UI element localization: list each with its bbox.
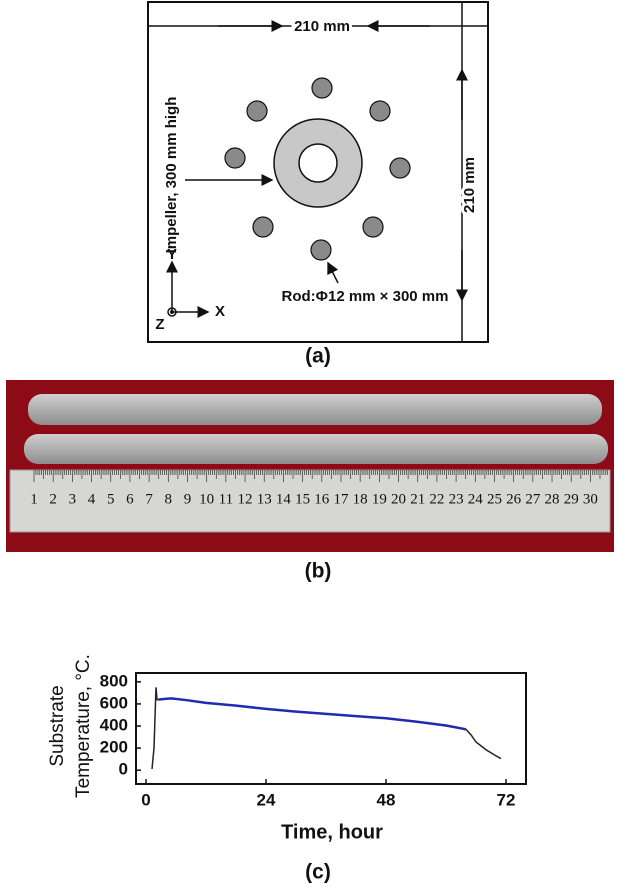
x-tick-label: 72 <box>497 790 516 809</box>
ruler-number: 7 <box>145 491 153 507</box>
plot-frame <box>135 672 527 785</box>
x-tick-label: 24 <box>257 790 276 809</box>
ruler-number: 23 <box>449 491 464 507</box>
y-tick-label: 800 <box>100 671 128 690</box>
ruler-number: 15 <box>295 491 310 507</box>
ruler-number: 28 <box>545 491 560 507</box>
ruler-number: 19 <box>372 491 387 507</box>
data-line <box>158 697 467 731</box>
ruler-number: 21 <box>410 491 425 507</box>
axis-x: X <box>215 303 225 320</box>
ruler-number: 30 <box>583 491 598 507</box>
ruler-number: 5 <box>107 491 115 507</box>
y-axis-label: Substrate <box>47 685 68 766</box>
panel-b-photo <box>6 380 614 552</box>
ruler-number: 18 <box>353 491 368 507</box>
axis-y: Y <box>167 246 177 263</box>
ruler-number: 24 <box>468 491 484 507</box>
ruler-number: 26 <box>506 491 522 507</box>
ruler-number: 14 <box>276 491 292 507</box>
ruler-number: 11 <box>219 491 233 507</box>
data-line <box>465 728 502 760</box>
ruler-number: 12 <box>238 491 253 507</box>
ruler-number: 29 <box>564 491 579 507</box>
ruler-number: 10 <box>199 491 214 507</box>
ruler-number: 9 <box>184 491 192 507</box>
ruler-number: 13 <box>257 491 272 507</box>
y-axis-label: Temperature, °C. <box>73 654 94 798</box>
ruler-number: 3 <box>69 491 77 507</box>
ruler-number: 22 <box>429 491 444 507</box>
y-tick-label: 400 <box>100 715 128 734</box>
ruler-number: 16 <box>314 491 330 507</box>
chart: 0 200 400 600 800 0 24 48 72 Time, hour Substrate T… <box>47 654 527 843</box>
impeller-label: Impeller, 300 mm high <box>163 97 180 254</box>
data-line <box>151 687 159 770</box>
ruler-number: 4 <box>88 491 96 507</box>
axis-z: Z <box>155 316 164 333</box>
caption-b: (b) <box>305 560 332 583</box>
panel-a <box>147 1 489 343</box>
ruler-number: 6 <box>126 491 134 507</box>
x-tick-label: 0 <box>141 790 150 809</box>
ruler-number: 8 <box>165 491 173 507</box>
rod-label: Rod:Φ12 mm × 300 mm <box>282 288 449 305</box>
height-label: 210 mm <box>461 157 478 213</box>
ruler-number: 17 <box>333 491 349 507</box>
box <box>147 1 489 343</box>
ruler-number: 1 <box>30 491 38 507</box>
y-tick-label: 0 <box>119 760 128 779</box>
caption-a: (a) <box>305 345 331 368</box>
width-label: 210 mm <box>294 18 350 35</box>
ruler-number: 2 <box>49 491 57 507</box>
x-axis-label: Time, hour <box>281 821 383 843</box>
x-tick-label: 48 <box>377 790 396 809</box>
ruler-number: 25 <box>487 491 502 507</box>
caption-c: (c) <box>305 861 331 884</box>
ruler-number: 27 <box>525 491 541 507</box>
y-tick-label: 600 <box>100 693 128 712</box>
ruler-number: 20 <box>391 491 406 507</box>
y-tick-label: 200 <box>100 738 128 757</box>
